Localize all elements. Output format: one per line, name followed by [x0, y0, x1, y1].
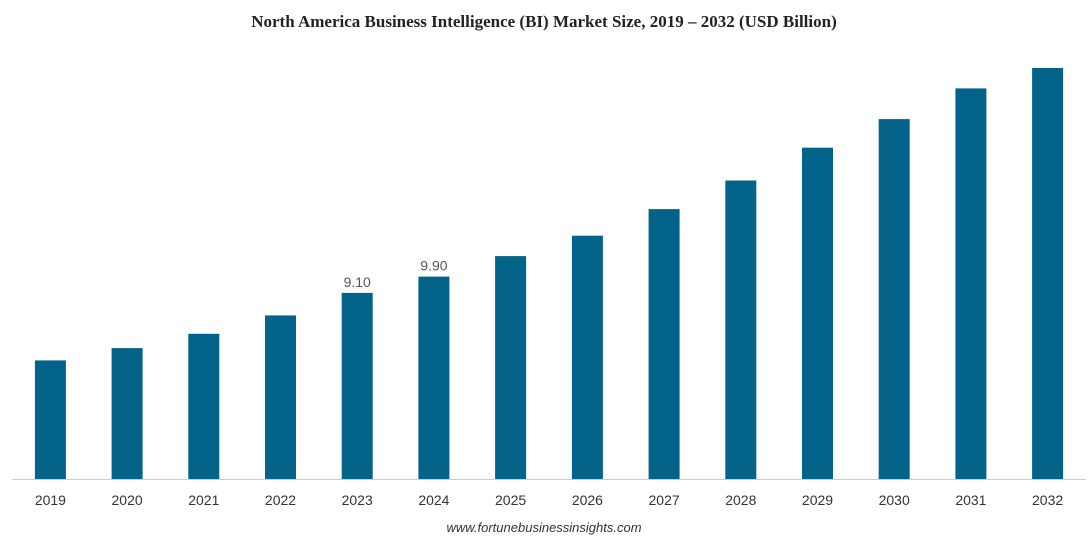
- x-tick-label-2022: 2022: [265, 492, 296, 508]
- data-label-2023: 9.10: [344, 274, 371, 290]
- x-tick-label-2027: 2027: [649, 492, 680, 508]
- bar-2032: [1032, 68, 1064, 479]
- x-tick-label-2032: 2032: [1032, 492, 1063, 508]
- bar-2026: [571, 235, 603, 479]
- bar-2025: [495, 256, 527, 479]
- source-credit: www.fortunebusinessinsights.com: [446, 520, 642, 535]
- bar-2024: [418, 276, 450, 479]
- bar-2027: [648, 209, 680, 479]
- x-tick-label-2026: 2026: [572, 492, 603, 508]
- bar-2030: [878, 119, 910, 479]
- x-tick-label-2019: 2019: [35, 492, 66, 508]
- bar-2021: [188, 333, 220, 479]
- data-label-2024: 9.90: [420, 258, 447, 274]
- x-tick-label-2020: 2020: [112, 492, 143, 508]
- bar-2020: [111, 348, 143, 479]
- chart-title: North America Business Intelligence (BI)…: [251, 12, 837, 31]
- x-tick-label-2029: 2029: [802, 492, 833, 508]
- x-tick-label-2021: 2021: [188, 492, 219, 508]
- bar-2019: [34, 360, 66, 479]
- x-tick-label-2031: 2031: [955, 492, 986, 508]
- x-tick-label-2025: 2025: [495, 492, 526, 508]
- x-tick-label-2028: 2028: [725, 492, 756, 508]
- bar-2029: [802, 147, 833, 479]
- bar-2022: [265, 315, 296, 479]
- bar-2028: [725, 180, 757, 479]
- bar-2031: [955, 88, 987, 480]
- x-tick-label-2023: 2023: [342, 492, 373, 508]
- x-tick-label-2030: 2030: [879, 492, 910, 508]
- x-tick-label-2024: 2024: [418, 492, 449, 508]
- bar-2023: [341, 292, 373, 479]
